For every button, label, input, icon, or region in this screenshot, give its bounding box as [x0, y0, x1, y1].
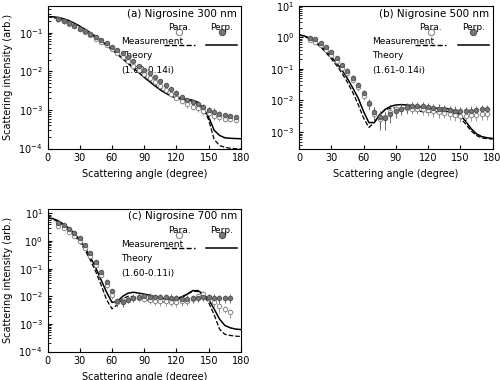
Text: Perp.: Perp. — [462, 23, 484, 32]
Text: Theory: Theory — [372, 51, 404, 60]
Text: Theory: Theory — [121, 51, 152, 60]
Text: Theory: Theory — [121, 254, 152, 263]
Text: (a) Nigrosine 300 nm: (a) Nigrosine 300 nm — [127, 9, 237, 19]
Text: Measurement: Measurement — [372, 37, 434, 46]
Text: (1.60-0.11i): (1.60-0.11i) — [121, 269, 174, 278]
Text: (1.61-0.14i): (1.61-0.14i) — [372, 66, 426, 75]
Text: (b) Nigrosine 500 nm: (b) Nigrosine 500 nm — [378, 9, 488, 19]
Text: (1.60-0.14i): (1.60-0.14i) — [121, 66, 174, 75]
Text: Perp.: Perp. — [210, 23, 233, 32]
X-axis label: Scattering angle (degree): Scattering angle (degree) — [333, 169, 458, 179]
Text: Para.: Para. — [168, 23, 190, 32]
Y-axis label: Scattering intensity (arb.): Scattering intensity (arb.) — [3, 14, 13, 140]
Text: Para.: Para. — [420, 23, 442, 32]
Y-axis label: Scattering intensity (arb.): Scattering intensity (arb.) — [3, 217, 13, 343]
Text: (c) Nigrosine 700 nm: (c) Nigrosine 700 nm — [128, 211, 237, 222]
Text: Measurement: Measurement — [121, 240, 183, 249]
Text: Para.: Para. — [168, 226, 190, 235]
Text: Measurement: Measurement — [121, 37, 183, 46]
Text: Perp.: Perp. — [210, 226, 233, 235]
X-axis label: Scattering angle (degree): Scattering angle (degree) — [82, 169, 207, 179]
X-axis label: Scattering angle (degree): Scattering angle (degree) — [82, 372, 207, 380]
